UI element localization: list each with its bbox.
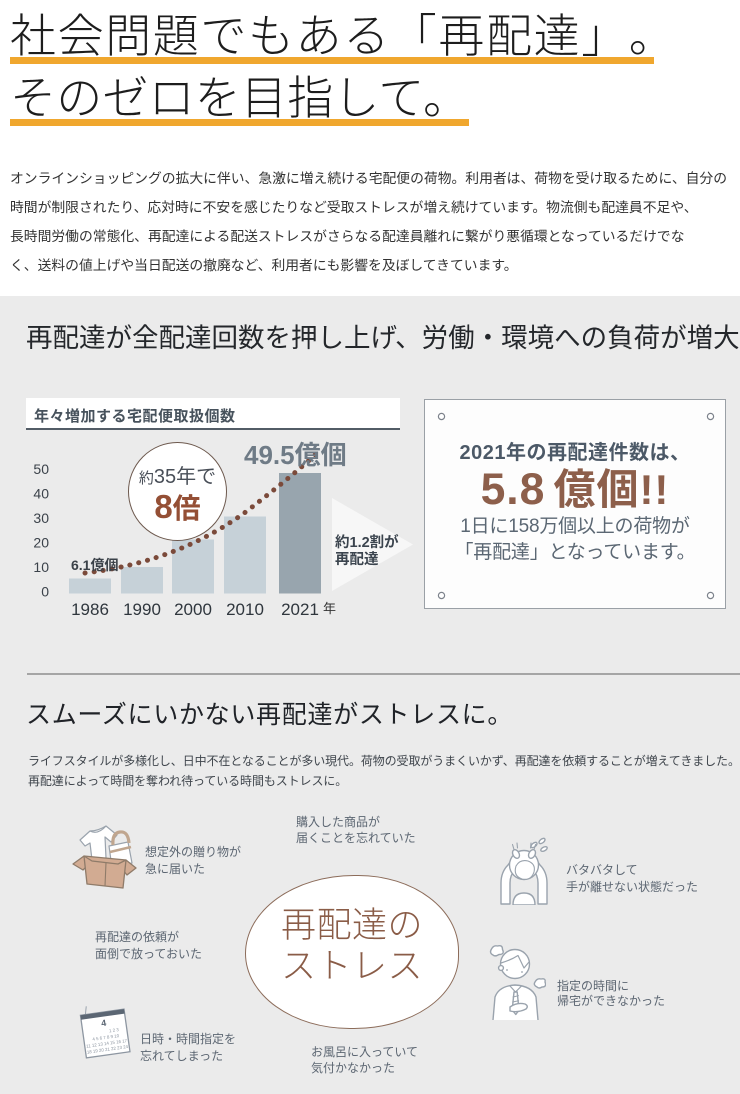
svg-text:30: 30 bbox=[33, 510, 49, 526]
svg-text:6.1億個: 6.1億個 bbox=[71, 557, 118, 573]
svg-text:約1.2割が: 約1.2割が bbox=[335, 533, 399, 551]
svg-text:年: 年 bbox=[323, 601, 336, 616]
svg-text:50: 50 bbox=[33, 461, 49, 477]
svg-text:1986: 1986 bbox=[71, 600, 109, 619]
svg-text:2000: 2000 bbox=[174, 600, 212, 619]
svg-text:20: 20 bbox=[33, 535, 49, 551]
svg-text:40: 40 bbox=[33, 486, 49, 502]
svg-text:1990: 1990 bbox=[123, 600, 161, 619]
svg-text:2021: 2021 bbox=[281, 600, 319, 619]
svg-text:10: 10 bbox=[33, 559, 49, 575]
svg-text:11 12 13 14 15 16 17: 11 12 13 14 15 16 17 bbox=[86, 1038, 128, 1049]
svg-text:2010: 2010 bbox=[226, 600, 264, 619]
svg-text:0: 0 bbox=[41, 584, 49, 600]
svg-text:再配達: 再配達 bbox=[335, 551, 379, 568]
svg-text:4: 4 bbox=[101, 1018, 107, 1029]
svg-text:18 19 20 21 22 23 24: 18 19 20 21 22 23 24 bbox=[87, 1044, 129, 1055]
svg-text:4 5 6 7 8 9 10: 4 5 6 7 8 9 10 bbox=[92, 1033, 120, 1042]
svg-text:1 2 3: 1 2 3 bbox=[109, 1027, 120, 1033]
